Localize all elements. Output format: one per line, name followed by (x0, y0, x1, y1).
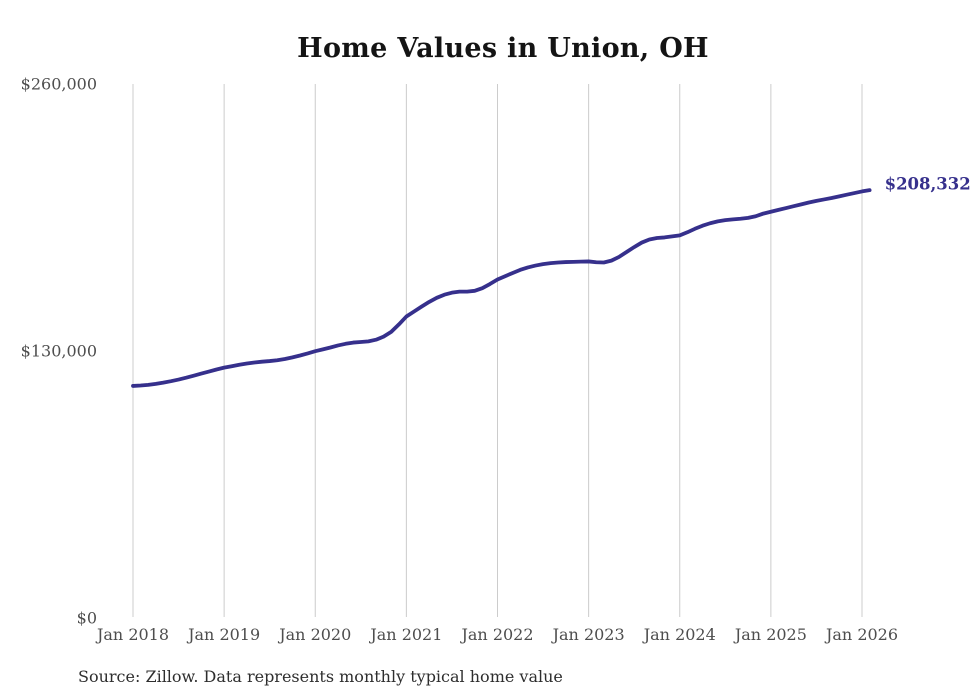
x-tick-label: Jan 2026 (825, 625, 899, 644)
x-tick-label: Jan 2020 (279, 625, 352, 644)
x-tick-label: Jan 2024 (643, 625, 716, 644)
y-tick-label: $130,000 (20, 341, 97, 361)
x-tick-label: Jan 2023 (552, 625, 625, 644)
x-tick-label: Jan 2021 (370, 625, 443, 644)
y-tick-label: $260,000 (20, 74, 97, 94)
latest-value-label: $208,332 (884, 174, 971, 194)
x-tick-label: Jan 2018 (96, 625, 170, 644)
series-line (131, 188, 872, 388)
x-tick-label: Jan 2025 (734, 625, 807, 644)
x-tick-label: Jan 2022 (461, 625, 534, 644)
chart-title: Home Values in Union, OH (297, 33, 709, 64)
x-tick-label: Jan 2019 (188, 625, 261, 644)
source-note: Source: Zillow. Data represents monthly … (78, 667, 563, 686)
y-tick-label: $0 (76, 608, 97, 628)
